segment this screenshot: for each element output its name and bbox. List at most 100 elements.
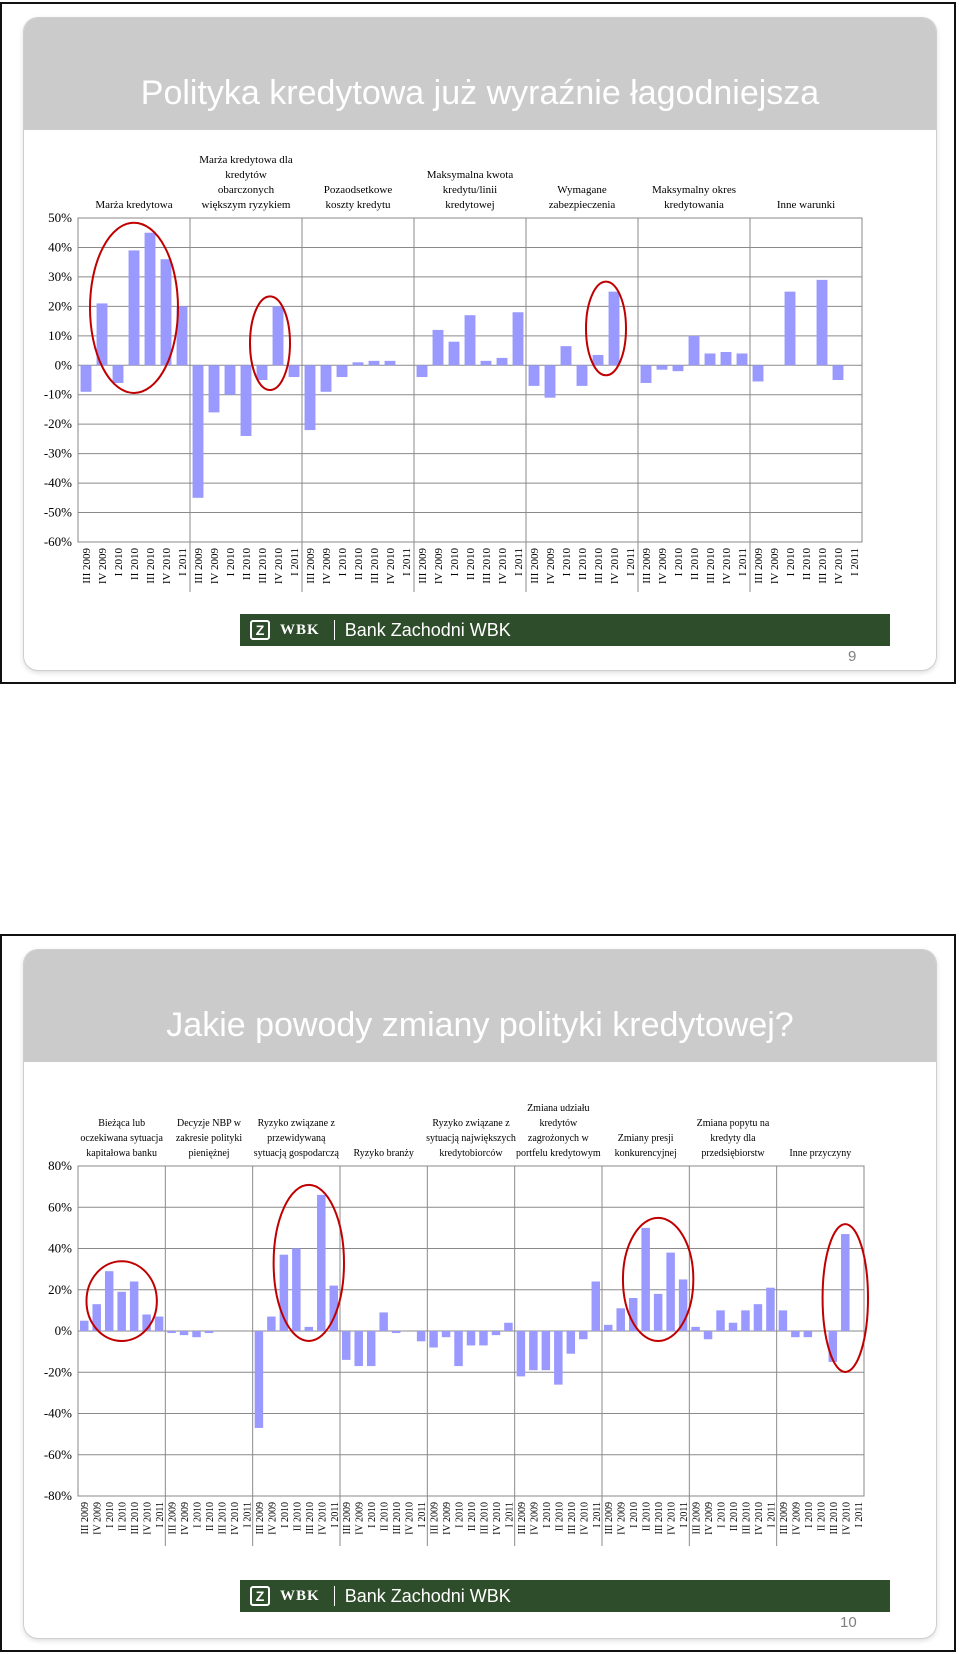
y-tick-label: -40%: [44, 475, 72, 490]
x-tick-label: IV 2010: [754, 1502, 765, 1535]
x-tick-label: IV 2009: [769, 548, 781, 585]
bar: [828, 1331, 838, 1362]
bank-logo-icon: Z: [250, 1586, 270, 1606]
bar: [766, 1287, 775, 1331]
group-label: zabezpieczenia: [549, 199, 616, 211]
bar: [703, 1331, 713, 1340]
group-label: Zmiany presji: [618, 1133, 674, 1144]
x-tick-label: I 2010: [804, 1502, 815, 1528]
x-tick-label: II 2010: [129, 548, 141, 581]
x-tick-label: IV 2010: [273, 548, 285, 585]
x-tick-label: IV 2010: [161, 548, 173, 585]
bar: [112, 365, 124, 383]
x-tick-label: III 2010: [705, 548, 717, 584]
bar: [267, 1316, 276, 1331]
group-label: kredytów: [539, 1118, 578, 1129]
bar: [92, 1304, 101, 1331]
x-tick-label: IV 2009: [93, 1502, 104, 1535]
y-tick-label: -60%: [44, 534, 72, 549]
group-label: Inne przyczyny: [789, 1148, 851, 1159]
x-tick-label: I 2010: [449, 548, 461, 577]
x-tick-label: III 2009: [81, 548, 93, 584]
slide-title: Jakie powody zmiany polityki kredytowej?: [166, 1006, 794, 1044]
logo-separator: [333, 620, 335, 640]
bar: [129, 1281, 139, 1331]
x-tick-label: IV 2010: [497, 548, 509, 585]
bar: [379, 1312, 388, 1331]
bar: [179, 1331, 189, 1336]
y-tick-label: -20%: [44, 1364, 72, 1379]
group-label: Pozaodsetkowe: [324, 184, 393, 196]
x-tick-label: II 2010: [467, 1502, 478, 1531]
x-tick-label: II 2010: [205, 1502, 216, 1531]
bank-name: Bank Zachodni WBK: [344, 1585, 511, 1606]
x-tick-label: III 2009: [80, 1502, 91, 1535]
group-label: kredytowania: [664, 199, 724, 211]
group-label: konkurencyjnej: [615, 1148, 677, 1159]
bar: [279, 1254, 289, 1331]
x-tick-label: I 2010: [785, 548, 797, 577]
group-label: Bieżąca lub: [98, 1118, 145, 1129]
x-tick-label: IV 2010: [405, 1502, 416, 1535]
x-tick-label: IV 2010: [492, 1502, 503, 1535]
bar: [317, 1194, 326, 1331]
group-label: kredyty dla: [710, 1133, 756, 1144]
y-tick-label: -60%: [44, 1447, 72, 1462]
bar: [292, 1248, 301, 1331]
bar: [329, 1285, 339, 1331]
x-tick-label: I 2010: [673, 548, 685, 577]
x-tick-label: III 2010: [829, 1502, 840, 1535]
bar: [117, 1291, 126, 1331]
y-tick-label: -10%: [44, 387, 72, 402]
x-tick-label: I 2011: [625, 548, 637, 576]
bar: [656, 365, 668, 370]
bar: [591, 1281, 601, 1331]
y-tick-label: 40%: [48, 1241, 72, 1256]
x-tick-label: III 2009: [193, 548, 205, 584]
x-tick-label: IV 2009: [180, 1502, 191, 1535]
x-tick-label: I 2010: [280, 1502, 291, 1528]
bar: [753, 1304, 763, 1331]
bar: [504, 1322, 513, 1331]
bar: [641, 1227, 650, 1331]
x-tick-label: IV 2010: [833, 548, 845, 585]
x-tick-label: I 2010: [717, 1502, 728, 1528]
bar: [491, 1331, 501, 1336]
x-tick-label: I 2011: [513, 548, 525, 576]
logo-wbk-text: WBK: [280, 621, 320, 638]
bar: [320, 365, 332, 392]
bar: [354, 1331, 363, 1367]
group-label: Decyzje NBP w: [177, 1118, 242, 1129]
x-tick-label: IV 2009: [97, 548, 109, 585]
y-tick-label: 40%: [48, 239, 72, 254]
x-tick-label: III 2009: [604, 1502, 615, 1535]
bar: [176, 306, 188, 366]
x-tick-label: IV 2009: [321, 548, 333, 585]
bar: [384, 360, 396, 366]
plot-frame: [77, 1165, 865, 1497]
bar: [672, 365, 684, 372]
x-tick-label: I 2010: [367, 1502, 378, 1528]
bar: [441, 1331, 451, 1338]
x-tick-label: IV 2009: [267, 1502, 278, 1535]
x-tick-label: III 2010: [257, 548, 269, 584]
bar: [480, 360, 492, 366]
title-band: [24, 950, 936, 1062]
x-tick-label: I 2010: [113, 548, 125, 577]
highlight-circle: [249, 295, 291, 392]
x-tick-label: III 2010: [130, 1502, 141, 1535]
bank-logo-bar: Z WBK Bank Zachodni WBK: [240, 614, 890, 646]
group-label: Marża kredytowa: [95, 199, 172, 211]
x-tick-label: IV 2009: [442, 1502, 453, 1535]
y-tick-label: 10%: [48, 328, 72, 343]
bar: [368, 360, 380, 366]
x-tick-label: III 2009: [779, 1502, 790, 1535]
bar: [80, 365, 92, 392]
x-tick-label: II 2010: [465, 548, 477, 581]
bar: [653, 1293, 663, 1331]
page-number: 10: [840, 1614, 857, 1631]
group-label: koszty kredytu: [325, 199, 391, 211]
bar: [592, 354, 604, 366]
x-tick-label: II 2010: [729, 1502, 740, 1531]
bar: [192, 1331, 201, 1338]
